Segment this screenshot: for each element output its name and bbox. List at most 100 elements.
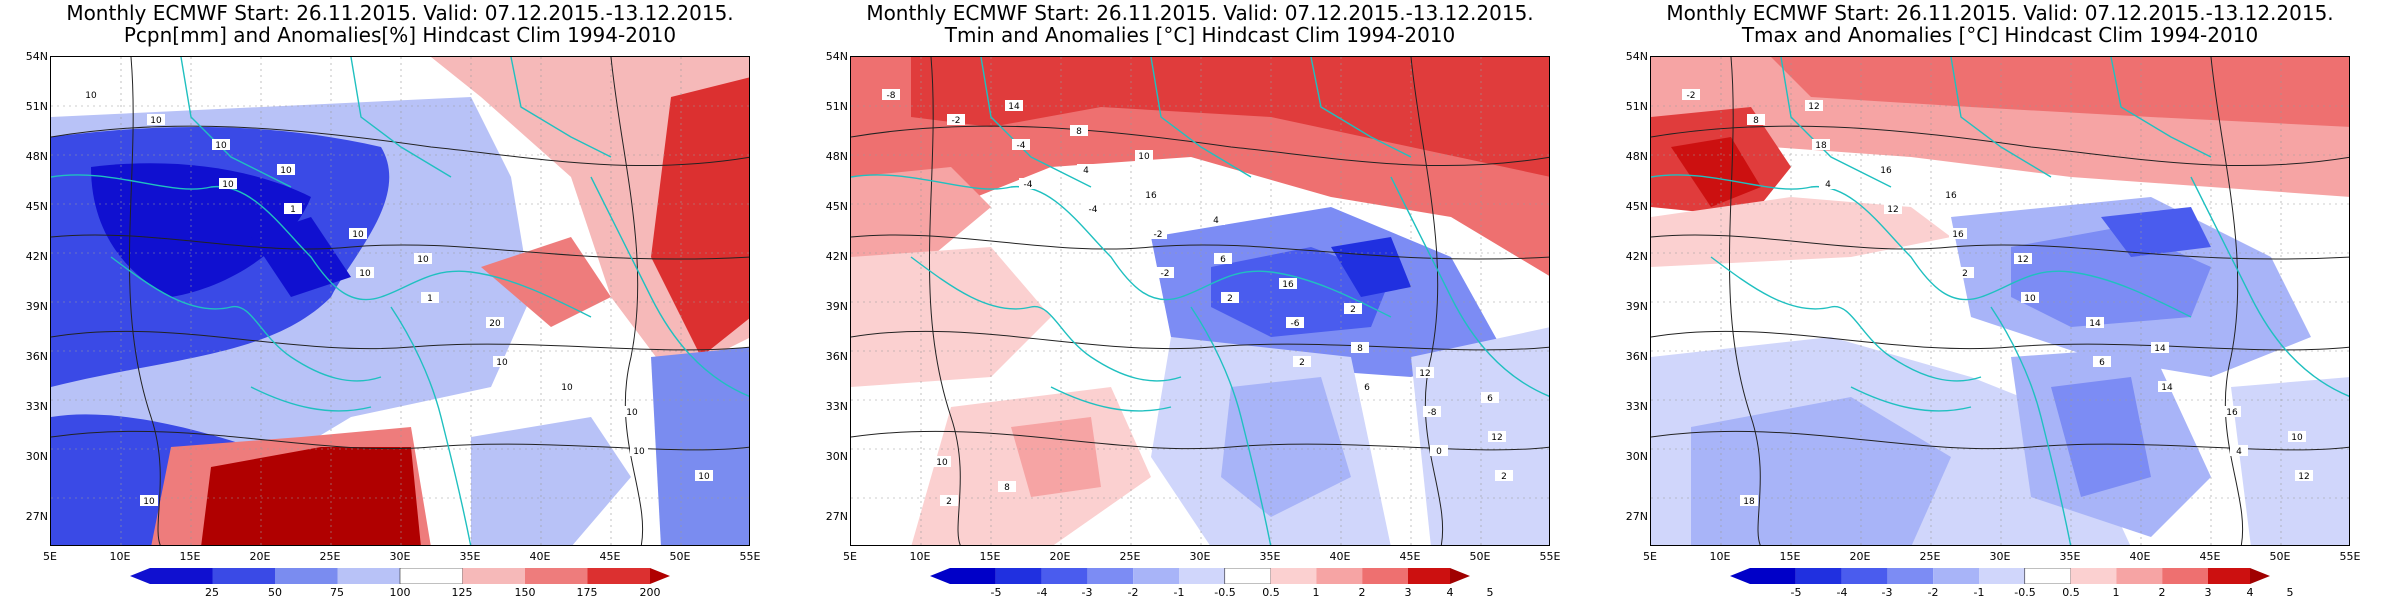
svg-text:-2: -2 [1161,269,1170,279]
svg-text:10: 10 [150,116,162,126]
contour-label: 10 [695,470,713,482]
contour-label: -8 [1423,406,1441,418]
lat-label: 39N [825,300,848,313]
contour-label: 10 [933,456,951,468]
colorbar-label: -0.5 [2014,586,2036,599]
contour-line [1651,430,2349,451]
coastline [1780,57,1892,188]
coastline [250,386,372,412]
svg-text:12: 12 [1808,102,1819,112]
svg-text:2: 2 [1299,358,1305,368]
lat-label: 51N [1625,100,1648,113]
lat-label: 27N [25,510,48,523]
svg-text:4: 4 [1083,166,1089,176]
colorbar-label: 4 [1446,586,1454,599]
contour-label: 10 [493,356,511,368]
colorbar-label: 100 [389,586,411,599]
precip-map: 10 10 10 10 10 10 1 1 10 10 10 10 20 10 10 10 10 [50,56,750,546]
lon-label: 15E [179,550,201,563]
svg-text:10: 10 [2024,294,2036,304]
svg-text:4: 4 [1213,216,1219,226]
svg-text:12: 12 [1887,205,1898,215]
lat-label: 48N [25,150,48,163]
contour-label: 12 [2295,470,2313,482]
lat-label: 39N [25,300,48,313]
lat-label: 36N [825,350,848,363]
contour-label: 8 [1351,342,1369,354]
coastline [590,176,749,397]
lat-label: 30N [25,450,48,463]
colorbar-label: -3 [1081,586,1093,599]
contour-line [851,234,1549,260]
contour-label: 14 [2086,317,2104,329]
lon-label: 30E [1189,550,1211,563]
colorbar-label: -4 [1036,586,1048,599]
svg-text:6: 6 [2099,358,2105,368]
coastline [51,174,592,318]
contour-label: -4 [1012,139,1030,151]
contour-line [51,330,749,351]
contour-label: 16 [2223,406,2241,418]
lon-label: 40E [2129,550,2151,563]
lon-label: 55E [2339,550,2361,563]
svg-text:-4: -4 [1024,180,1033,190]
lon-label: 45E [2199,550,2221,563]
contour-label: 10 [630,445,648,457]
lat-label: 48N [1625,150,1648,163]
contour-label: 14 [2158,381,2176,393]
colorbar-label: 2 [2158,586,2166,599]
contour-label: 10 [1135,150,1153,162]
contour-label: 8 [1070,125,1088,137]
coastline [1050,386,1172,412]
svg-text:20: 20 [489,319,501,329]
contour-label: 4 [1077,164,1095,176]
svg-text:-4: -4 [1017,141,1026,151]
lat-label: 51N [825,100,848,113]
svg-text:2: 2 [1962,269,1968,279]
colorbar-label: 3 [2204,586,2212,599]
coastline [2110,57,2212,158]
contour-label: 8 [998,481,1016,493]
lon-label: 25E [319,550,341,563]
contour-label: 12 [2014,253,2032,265]
contour-label: 8 [1747,114,1765,126]
contour-label: 10 [82,89,100,101]
lat-label: 45N [825,200,848,213]
lon-label: 50E [1469,550,1491,563]
lon-label: 45E [1399,550,1421,563]
colorbar-label: 75 [330,586,344,599]
contour-label: -2 [1682,89,1700,101]
lon-label: 40E [1329,550,1351,563]
lon-label: 5E [43,550,57,563]
coastline [910,256,1182,382]
svg-text:18: 18 [1743,497,1755,507]
coastline [350,57,452,178]
svg-text:12: 12 [2298,472,2309,482]
colorbar-label: -4 [1836,586,1848,599]
contour-label: 16 [1942,189,1960,201]
svg-text:16: 16 [1880,166,1892,176]
svg-text:10: 10 [1138,152,1150,162]
contour-label: 10 [219,178,237,190]
contour-label: 2 [1956,267,1974,279]
lon-label: 55E [1539,550,1561,563]
svg-text:10: 10 [215,141,227,151]
contour-line [51,125,749,167]
colorbar-label: -3 [1881,586,1893,599]
svg-text:-8: -8 [1428,408,1437,418]
coastline [1710,256,1982,382]
svg-text:12: 12 [2017,255,2028,265]
svg-text:10: 10 [2291,433,2303,443]
svg-text:2: 2 [1350,305,1356,315]
svg-text:10: 10 [359,269,371,279]
lat-label: 54N [825,50,848,63]
lat-label: 42N [25,250,48,263]
colorbar-label: 2 [1358,586,1366,599]
lon-label: 10E [909,550,931,563]
lon-label: 10E [1709,550,1731,563]
svg-text:-6: -6 [1291,319,1300,329]
lon-label: 10E [109,550,131,563]
contour-label: 6 [1214,253,1232,265]
colorbar-label: 4 [2246,586,2254,599]
lon-label: 35E [1259,550,1281,563]
